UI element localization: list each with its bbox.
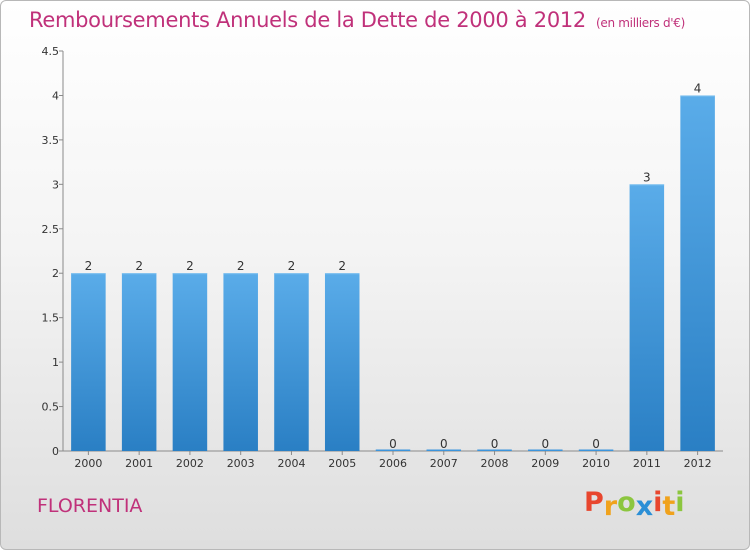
logo-letter: i: [675, 487, 685, 518]
data-label: 2: [338, 259, 346, 273]
bar-2004: [274, 273, 309, 451]
x-tick-label: 2008: [481, 457, 509, 470]
logo-letter: i: [653, 487, 663, 518]
data-label: 0: [491, 437, 499, 451]
y-tick-label: 1: [52, 356, 59, 369]
x-tick-label: 2009: [531, 457, 559, 470]
chart-title-text: Remboursements Annuels de la Dette de 20…: [29, 8, 586, 32]
x-tick-label: 2006: [379, 457, 407, 470]
data-label: 2: [237, 259, 245, 273]
data-label: 2: [288, 259, 296, 273]
bar-2001: [121, 273, 157, 451]
bar-2003: [223, 273, 258, 451]
x-tick-label: 2010: [582, 457, 610, 470]
data-label: 0: [389, 437, 397, 451]
bar-2008: [477, 449, 512, 451]
commune-name: FLORENTIA: [37, 495, 143, 517]
bar-2009: [528, 449, 563, 451]
logo-letter: o: [617, 487, 636, 518]
y-tick-label: 3: [52, 178, 59, 191]
data-label: 0: [440, 437, 448, 451]
data-label: 2: [135, 259, 143, 273]
x-tick-label: 2004: [277, 457, 305, 470]
proxiti-logo: Proxiti: [584, 487, 685, 522]
logo-letter: P: [584, 487, 604, 518]
y-tick-label: 2: [52, 267, 59, 280]
data-label: 2: [186, 259, 194, 273]
y-tick-label: 3.5: [42, 134, 60, 147]
bar-2011: [629, 184, 665, 452]
bar-2005: [324, 273, 360, 451]
chart-subtitle: (en milliers d'€): [596, 16, 686, 30]
y-tick-label: 0: [52, 445, 59, 458]
y-tick-label: 4.5: [42, 45, 60, 58]
logo-letter: x: [635, 491, 654, 522]
y-tick-label: 4: [52, 89, 59, 102]
y-tick-label: 0.5: [42, 401, 60, 414]
x-tick-label: 2012: [684, 457, 712, 470]
x-tick-label: 2000: [74, 457, 102, 470]
bar-2000: [71, 273, 106, 451]
y-tick-label: 2.5: [42, 223, 60, 236]
data-label: 3: [643, 170, 651, 184]
bar-2002: [172, 273, 208, 451]
data-label: 0: [541, 437, 549, 451]
x-tick-label: 2005: [328, 457, 356, 470]
data-label: 0: [592, 437, 600, 451]
y-tick-label: 1.5: [42, 312, 60, 325]
x-tick-label: 2007: [430, 457, 458, 470]
bar-2010: [578, 449, 614, 451]
data-label: 2: [85, 259, 93, 273]
x-tick-label: 2011: [633, 457, 661, 470]
bar-2007: [426, 449, 462, 451]
bar-2006: [375, 449, 411, 451]
x-tick-label: 2001: [125, 457, 153, 470]
logo-letter: r: [603, 491, 618, 522]
data-label: 4: [694, 81, 702, 95]
x-tick-label: 2003: [227, 457, 255, 470]
chart-title: Remboursements Annuels de la Dette de 20…: [29, 8, 685, 32]
logo-letter: t: [662, 491, 676, 522]
bar-2012: [680, 95, 715, 451]
x-tick-label: 2002: [176, 457, 204, 470]
